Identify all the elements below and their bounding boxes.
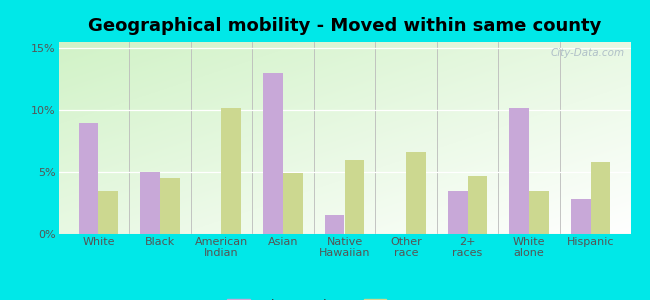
Bar — [344, 160, 364, 234]
Bar — [160, 178, 179, 234]
Bar — [448, 190, 467, 234]
Bar — [283, 173, 303, 234]
Bar — [263, 73, 283, 234]
Bar — [325, 215, 344, 234]
Text: City-Data.com: City-Data.com — [551, 48, 625, 58]
Bar — [222, 108, 241, 234]
Bar — [467, 176, 488, 234]
Bar — [140, 172, 160, 234]
Bar — [99, 190, 118, 234]
Bar — [590, 162, 610, 234]
Title: Geographical mobility - Moved within same county: Geographical mobility - Moved within sam… — [88, 17, 601, 35]
Bar — [79, 122, 99, 234]
Bar — [406, 152, 426, 234]
Bar — [571, 199, 590, 234]
Bar — [510, 108, 529, 234]
Bar — [529, 190, 549, 234]
Legend: Asbury Park, NJ, New Jersey: Asbury Park, NJ, New Jersey — [222, 294, 467, 300]
